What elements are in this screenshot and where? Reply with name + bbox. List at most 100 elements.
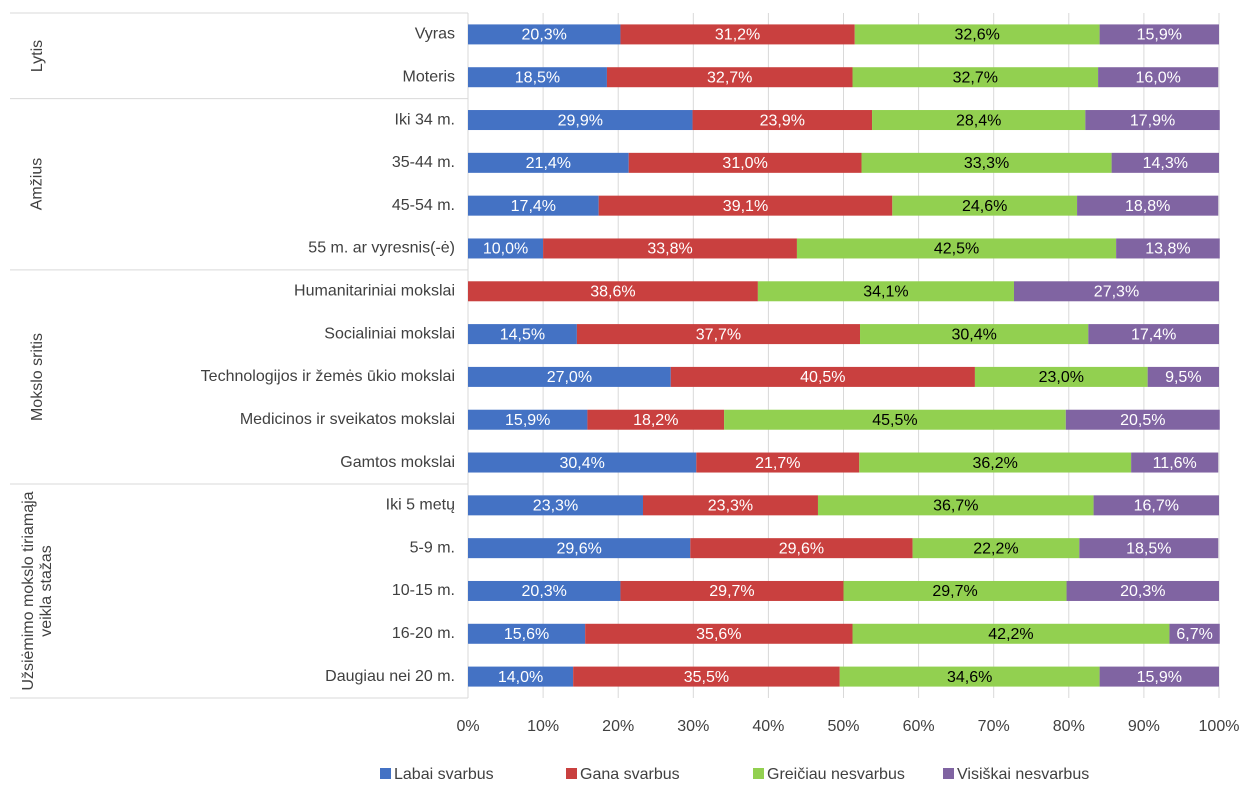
bar-segment [606, 67, 853, 88]
x-tick-label: 0% [456, 718, 479, 735]
x-tick-label: 40% [752, 718, 784, 735]
data-label: 29,7% [709, 583, 754, 600]
data-label: 37,7% [696, 326, 741, 343]
bar-segment [692, 110, 873, 131]
bar-segment [1169, 623, 1220, 644]
bar-segment [817, 495, 1094, 516]
bar-segment [620, 24, 855, 45]
bar-segment [468, 452, 697, 473]
data-label: 30,4% [559, 455, 604, 472]
x-tick-label: 30% [677, 718, 709, 735]
y-tick-label: Socialiniai mokslai [324, 325, 455, 342]
x-tick-label: 60% [903, 718, 935, 735]
bar-segment [1065, 409, 1220, 430]
bar-segment [468, 152, 629, 173]
y-tick-label: Gamtos mokslai [340, 454, 455, 471]
data-label: 33,3% [964, 155, 1009, 172]
group-label: Mokslo sritis [29, 332, 46, 421]
y-tick-label: Iki 34 m. [395, 111, 455, 128]
bar-segment [854, 24, 1100, 45]
bar-segment [468, 67, 607, 88]
bar-segment [1088, 324, 1219, 345]
bar-segment [912, 538, 1080, 559]
bar-segment [1077, 195, 1219, 216]
bar-segment [1098, 67, 1219, 88]
data-label: 13,8% [1145, 241, 1190, 258]
data-label: 35,5% [684, 669, 729, 686]
data-label: 38,6% [590, 284, 635, 301]
data-label: 22,2% [973, 540, 1018, 557]
bar-segment [468, 281, 758, 302]
group-label: Užsiėmimo mokslo tiriamąja veikla stažas [20, 491, 55, 691]
data-label: 20,5% [1120, 412, 1165, 429]
data-label: 18,2% [633, 412, 678, 429]
x-tick-label: 100% [1199, 718, 1240, 735]
bar-segment [468, 623, 586, 644]
data-label: 42,2% [988, 626, 1033, 643]
bar-segment [724, 409, 1066, 430]
data-label: 6,7% [1176, 626, 1212, 643]
legend-label: Gana svarbus [580, 766, 680, 783]
data-label: 29,9% [558, 112, 603, 129]
bar-segment [1093, 495, 1219, 516]
data-label: 14,0% [498, 669, 543, 686]
data-label: 18,8% [1125, 198, 1170, 215]
data-label: 29,6% [779, 540, 824, 557]
data-label: 21,4% [526, 155, 571, 172]
x-tick-label: 80% [1053, 718, 1085, 735]
group-label: Amžius [29, 158, 46, 211]
bar-segment [892, 195, 1078, 216]
bar-segment [468, 495, 643, 516]
data-label: 29,6% [556, 540, 601, 557]
data-label: 39,1% [723, 198, 768, 215]
data-label: 14,5% [500, 326, 545, 343]
data-label: 17,4% [1131, 326, 1176, 343]
data-label: 36,7% [933, 498, 978, 515]
y-tick-label: Humanitariniai mokslai [294, 283, 455, 300]
bar-segment [543, 238, 797, 259]
y-tick-label: 35-44 m. [392, 154, 455, 171]
bar-segment [1099, 666, 1219, 687]
bar-segment [872, 110, 1086, 131]
data-label: 23,3% [708, 498, 753, 515]
data-label: 15,9% [1137, 27, 1182, 44]
data-label: 20,3% [522, 27, 567, 44]
data-label: 16,0% [1135, 69, 1180, 86]
bar-segment [468, 538, 691, 559]
y-tick-label: Daugiau nei 20 m. [325, 668, 455, 685]
bar-segment [468, 409, 588, 430]
y-tick-label: 45-54 m. [392, 197, 455, 214]
bar-segment [1013, 281, 1219, 302]
bar-segment [1079, 538, 1219, 559]
bar-segment [1111, 152, 1219, 173]
bar-segment [1099, 24, 1219, 45]
data-label: 11,6% [1153, 455, 1197, 472]
bar-segment [861, 152, 1112, 173]
data-label: 32,6% [954, 27, 999, 44]
data-label: 23,3% [533, 498, 578, 515]
legend-swatch [943, 768, 954, 779]
bar-segment [839, 666, 1100, 687]
y-tick-label: 16-20 m. [392, 625, 455, 642]
bar-segment [468, 366, 671, 387]
data-label: 35,6% [696, 626, 741, 643]
legend-label: Greičiau nesvarbus [767, 766, 905, 783]
data-label: 23,9% [760, 112, 805, 129]
data-label: 17,4% [511, 198, 556, 215]
data-label: 28,4% [956, 112, 1001, 129]
data-label: 9,5% [1165, 369, 1201, 386]
legend-swatch [566, 768, 577, 779]
bar-segment [757, 281, 1014, 302]
y-tick-label: 55 m. ar vyresnis(-ė) [308, 240, 455, 257]
y-tick-label: Iki 5 metų [386, 497, 455, 514]
bar-segment [573, 666, 840, 687]
data-label: 20,3% [1120, 583, 1165, 600]
bar-segment [620, 580, 844, 601]
bar-segment [1116, 238, 1220, 259]
data-label: 32,7% [953, 69, 998, 86]
data-label: 21,7% [755, 455, 800, 472]
bar-segment [598, 195, 893, 216]
data-label: 23,0% [1039, 369, 1084, 386]
data-label: 14,3% [1143, 155, 1188, 172]
